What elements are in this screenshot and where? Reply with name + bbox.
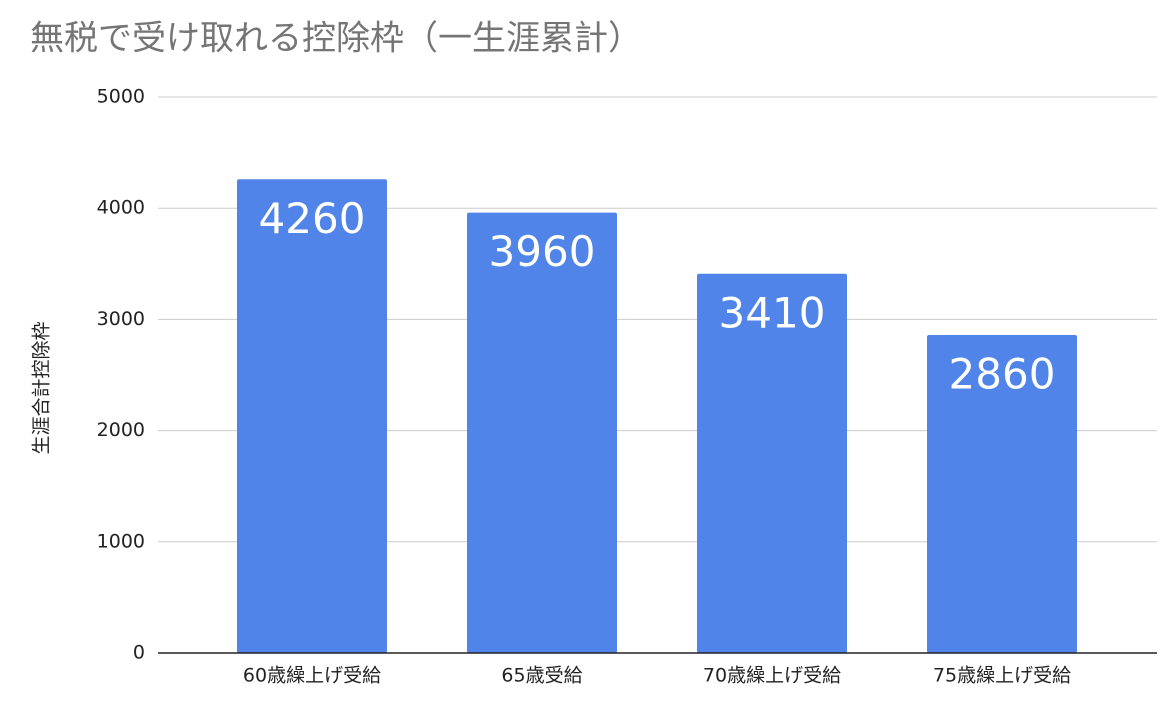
x-tick-label: 70歳繰上げ受給 <box>703 665 841 687</box>
y-axis-label: 生涯合計控除枠 <box>31 321 53 454</box>
y-tick-label: 0 <box>133 642 145 664</box>
x-tick-label: 65歳受給 <box>501 665 582 687</box>
data-label: 3410 <box>719 288 826 337</box>
y-tick-label: 5000 <box>97 86 145 108</box>
y-tick-label: 3000 <box>97 308 145 330</box>
bar <box>237 179 387 653</box>
bar <box>927 334 1077 653</box>
x-tick-label: 60歳繰上げ受給 <box>243 665 381 687</box>
chart-title: 無税で受け取れる控除枠（一生涯累計） <box>30 19 642 59</box>
data-label: 4260 <box>259 194 366 243</box>
bar <box>467 212 617 653</box>
x-tick-label: 75歳繰上げ受給 <box>933 665 1071 687</box>
y-tick-label: 4000 <box>97 197 145 219</box>
data-label: 2860 <box>949 349 1056 398</box>
y-tick-label: 2000 <box>97 419 145 441</box>
bar <box>697 273 847 653</box>
y-tick-label: 1000 <box>97 530 145 552</box>
data-label: 3960 <box>489 227 596 276</box>
